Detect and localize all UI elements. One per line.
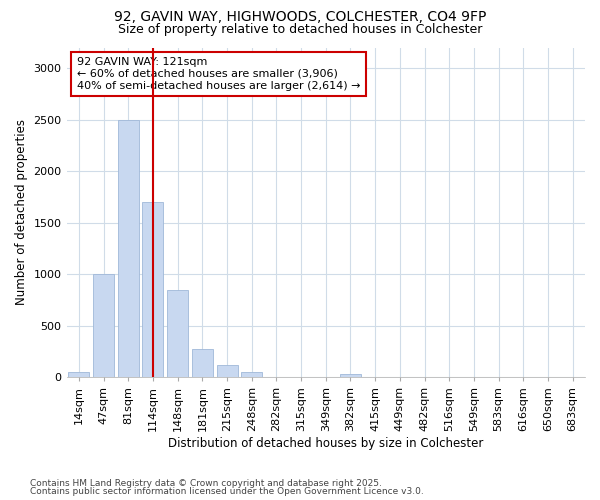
Text: Contains public sector information licensed under the Open Government Licence v3: Contains public sector information licen… [30, 487, 424, 496]
Bar [266, 377, 287, 378]
Text: 92, GAVIN WAY, HIGHWOODS, COLCHESTER, CO4 9FP: 92, GAVIN WAY, HIGHWOODS, COLCHESTER, CO… [114, 10, 486, 24]
Bar [217, 365, 238, 378]
Bar [68, 372, 89, 378]
Text: 92 GAVIN WAY: 121sqm
← 60% of detached houses are smaller (3,906)
40% of semi-de: 92 GAVIN WAY: 121sqm ← 60% of detached h… [77, 58, 361, 90]
Bar [118, 120, 139, 378]
X-axis label: Distribution of detached houses by size in Colchester: Distribution of detached houses by size … [168, 437, 484, 450]
Bar [167, 290, 188, 378]
Bar [315, 377, 336, 378]
Bar [142, 202, 163, 378]
Bar [93, 274, 114, 378]
Bar [365, 377, 386, 378]
Bar [340, 374, 361, 378]
Text: Contains HM Land Registry data © Crown copyright and database right 2025.: Contains HM Land Registry data © Crown c… [30, 478, 382, 488]
Bar [290, 377, 311, 378]
Text: Size of property relative to detached houses in Colchester: Size of property relative to detached ho… [118, 22, 482, 36]
Y-axis label: Number of detached properties: Number of detached properties [15, 120, 28, 306]
Bar [192, 350, 213, 378]
Bar [241, 372, 262, 378]
